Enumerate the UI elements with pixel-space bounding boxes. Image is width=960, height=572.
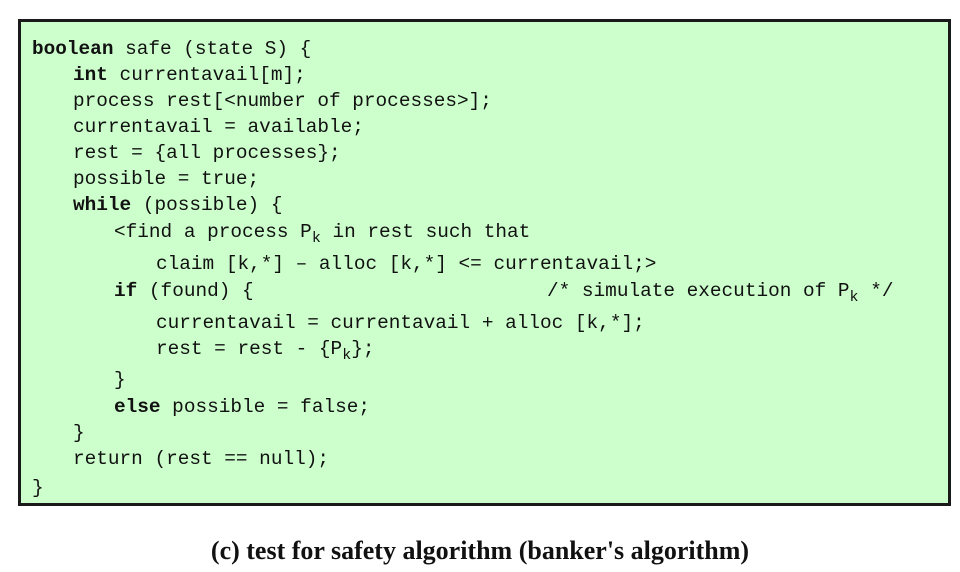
code-line-2: int currentavail[m];: [73, 61, 306, 89]
code-line-4: currentavail = available;: [73, 116, 364, 138]
code-text: <find a process P: [114, 221, 312, 243]
subscript: k: [311, 230, 321, 247]
comment-text: /* simulate execution of P: [547, 280, 850, 302]
code-text: possible = false;: [160, 396, 370, 418]
code-line-12: rest = rest - {Pk};: [156, 335, 375, 364]
code-line-10: if (found) {: [114, 277, 254, 305]
code-line-13: }: [114, 369, 126, 391]
keyword-int: int: [73, 64, 108, 86]
code-line-14: else possible = false;: [114, 393, 370, 421]
code-line-15: }: [73, 422, 85, 444]
code-text: (possible) {: [131, 194, 283, 216]
code-text: currentavail[m];: [107, 64, 306, 86]
code-line-17: }: [32, 477, 44, 499]
code-comment: /* simulate execution of Pk */: [547, 277, 894, 306]
code-line-1: boolean safe (state S) {: [32, 35, 311, 63]
figure-caption: (c) test for safety algorithm (banker's …: [210, 536, 750, 565]
code-text: in rest such that: [320, 221, 531, 243]
code-line-11: currentavail = currentavail + alloc [k,*…: [156, 312, 645, 334]
code-line-16: return (rest == null);: [73, 448, 329, 470]
keyword-boolean: boolean: [32, 38, 114, 60]
code-listing-box: boolean safe (state S) { int currentavai…: [18, 19, 951, 506]
code-line-8: <find a process Pk in rest such that: [114, 218, 531, 247]
code-line-5: rest = {all processes};: [73, 142, 341, 164]
subscript: k: [849, 289, 859, 306]
keyword-if: if: [114, 280, 138, 302]
code-line-3: process rest[<number of processes>];: [73, 90, 492, 112]
keyword-while: while: [73, 194, 132, 216]
code-text: };: [351, 338, 375, 360]
subscript: k: [342, 347, 352, 364]
keyword-else: else: [114, 396, 161, 418]
comment-text: */: [858, 280, 894, 302]
code-text: rest = rest - {P: [156, 338, 343, 360]
code-text: (found) {: [137, 280, 254, 302]
code-line-7: while (possible) {: [73, 191, 282, 219]
code-text: safe (state S) {: [113, 38, 312, 60]
code-line-9: claim [k,*] – alloc [k,*] <= currentavai…: [156, 253, 657, 275]
code-line-6: possible = true;: [73, 168, 260, 190]
